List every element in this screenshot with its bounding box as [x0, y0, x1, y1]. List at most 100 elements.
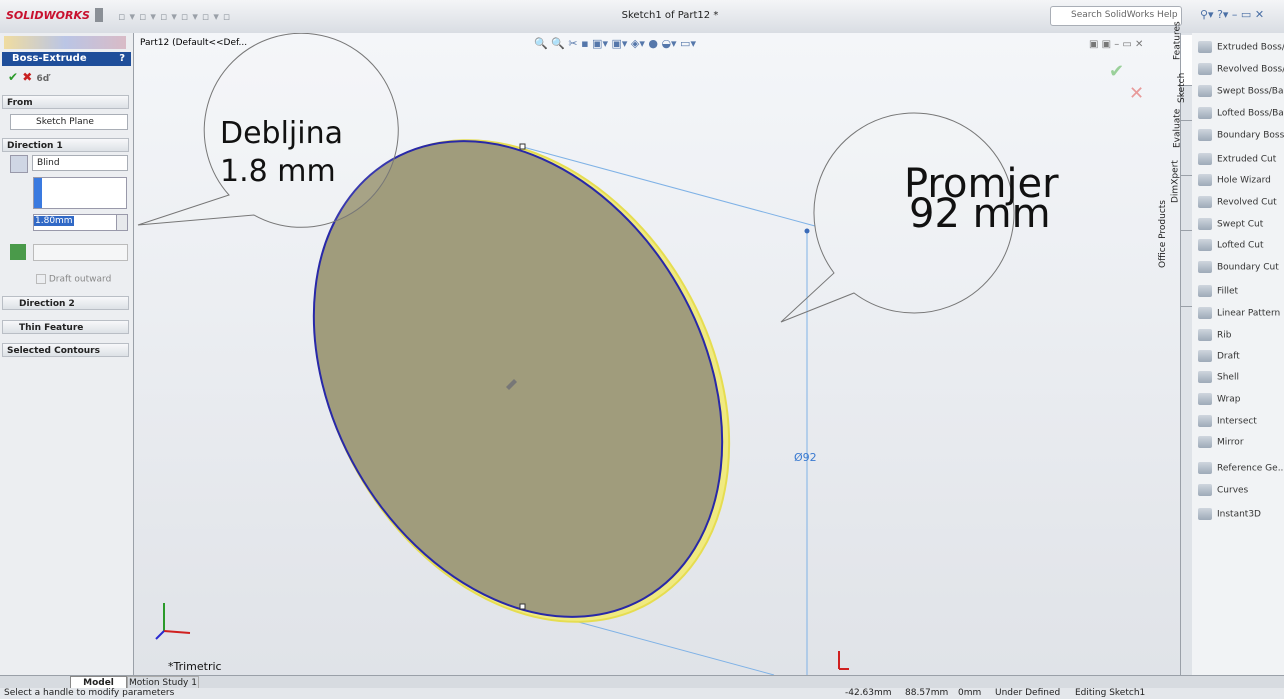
callout-text: 92 mm: [909, 191, 1051, 237]
selected-contours-section[interactable]: Selected Contours: [2, 343, 129, 357]
draft-field[interactable]: [33, 244, 128, 261]
command-button[interactable]: Wrap: [1198, 393, 1240, 405]
help-button[interactable]: ?: [119, 53, 125, 64]
command-button[interactable]: Hole Wizard: [1198, 174, 1271, 186]
command-button[interactable]: Fillet: [1198, 285, 1238, 297]
command-button[interactable]: Lofted Cut: [1198, 239, 1264, 251]
draft-toggle[interactable]: [10, 244, 26, 260]
reverse-direction[interactable]: [10, 155, 28, 173]
end-condition-dropdown[interactable]: Blind: [32, 155, 128, 171]
confirm-ok[interactable]: ✔: [1109, 61, 1124, 82]
extrude-handle[interactable]: [506, 379, 517, 390]
command-label: Intersect: [1217, 416, 1257, 427]
sketch-state: Under Defined: [995, 688, 1061, 698]
command-icon: [1198, 239, 1212, 251]
from-dropdown[interactable]: Sketch Plane: [10, 114, 128, 130]
command-icon: [1198, 371, 1212, 383]
command-button[interactable]: Instant3D: [1198, 508, 1261, 520]
task-tab[interactable]: Office Products: [1158, 200, 1193, 307]
direction1-section[interactable]: Direction 1: [2, 138, 129, 152]
command-button[interactable]: Revolved Cut: [1198, 196, 1277, 208]
menu-arrow[interactable]: [95, 8, 103, 22]
from-section[interactable]: From: [2, 95, 129, 109]
command-label: Extruded Cut: [1217, 154, 1277, 165]
command-button[interactable]: Linear Pattern: [1198, 307, 1280, 319]
task-tab-label: DimXpert: [1170, 159, 1181, 203]
command-label: Hole Wizard: [1217, 175, 1271, 186]
draft-outward-label: Draft outward: [48, 274, 112, 285]
command-label: Boundary Cut: [1217, 262, 1279, 273]
command-button[interactable]: Mirror: [1198, 436, 1244, 448]
heads-up-toolbar[interactable]: 🔍 🔍 ✂ ▪ ▣▾ ▣▾ ◈▾ ● ◒▾ ▭▾: [534, 36, 696, 50]
handle[interactable]: [519, 603, 526, 610]
command-button[interactable]: Intersect: [1198, 415, 1257, 427]
window-controls[interactable]: ⚲▾ ?▾ – ▭ ✕: [1200, 8, 1265, 21]
pm-title-text: Boss-Extrude: [12, 53, 87, 64]
quick-access-toolbar[interactable]: ▫▾▫▾▫▾▫▾▫▾▫: [118, 10, 235, 23]
manager-tabs[interactable]: [4, 36, 126, 49]
ok-cancel[interactable]: ✔ ✖ 6ď: [8, 70, 50, 84]
command-icon: [1198, 393, 1212, 405]
edit-mode: Editing Sketch1: [1075, 688, 1146, 698]
command-label: Swept Cut: [1217, 219, 1264, 230]
document-title: Sketch1 of Part12 *: [621, 10, 719, 21]
command-button[interactable]: Rib: [1198, 329, 1231, 341]
command-button[interactable]: Swept Cut: [1198, 218, 1263, 230]
command-icon: [1198, 329, 1212, 341]
status-message: Select a handle to modify parameters: [4, 688, 175, 698]
task-tab[interactable]: Sketch: [1177, 72, 1193, 121]
task-tab[interactable]: Features: [1173, 21, 1193, 86]
command-label: Swept Boss/Base: [1217, 86, 1284, 97]
task-tab[interactable]: Evaluate: [1172, 108, 1193, 176]
dim-arrow: [804, 228, 810, 234]
property-manager: Boss-Extrude ? ✔ ✖ 6ď From Sketch Plane …: [0, 33, 134, 675]
disk-face[interactable]: [231, 67, 804, 675]
task-tab[interactable]: DimXpert: [1171, 160, 1193, 231]
view-controls[interactable]: ▣ ▣ – ▭ ✕: [1089, 39, 1143, 50]
command-button[interactable]: Reference Ge...: [1198, 462, 1284, 474]
tree-root[interactable]: Part12 (Default<<Def...: [140, 38, 247, 48]
command-icon: [1198, 261, 1212, 273]
depth-field[interactable]: 1.80mm: [33, 214, 117, 231]
thin-feature-section[interactable]: Thin Feature: [2, 320, 129, 334]
command-icon: [1198, 307, 1212, 319]
coord-x: -42.63mm: [845, 688, 892, 698]
search-box[interactable]: Search SolidWorks Help: [1050, 6, 1182, 26]
command-button[interactable]: Lofted Boss/Base: [1198, 107, 1284, 119]
draft-outward[interactable]: Draft outward: [36, 274, 111, 285]
diameter-dimension[interactable]: Ø92: [794, 451, 817, 464]
axis-triad: [155, 603, 191, 640]
command-label: Lofted Boss/Base: [1217, 108, 1284, 119]
view-orientation: *Trimetric: [168, 660, 222, 673]
command-icon: [1198, 462, 1212, 474]
command-icon: [1198, 508, 1212, 520]
task-tab-label: Features: [1172, 21, 1183, 60]
direction-selection-box[interactable]: [33, 177, 127, 209]
command-icon: [1198, 285, 1212, 297]
pm-title: Boss-Extrude ?: [2, 52, 131, 66]
command-button[interactable]: Extruded Cut: [1198, 153, 1276, 165]
command-label: Lofted Cut: [1217, 240, 1264, 251]
command-button[interactable]: Revolved Boss/...: [1198, 63, 1284, 75]
command-button[interactable]: Curves: [1198, 484, 1248, 496]
command-button[interactable]: Extruded Boss/...: [1198, 41, 1284, 53]
task-tab-label: Evaluate: [1172, 108, 1183, 148]
command-button[interactable]: Swept Boss/Base: [1198, 85, 1284, 97]
command-button[interactable]: Draft: [1198, 350, 1240, 362]
command-label: Rib: [1217, 330, 1232, 341]
bottom-tabs: Model Motion Study 1: [0, 675, 1284, 690]
direction2-section[interactable]: Direction 2: [2, 296, 129, 310]
command-button[interactable]: Shell: [1198, 371, 1239, 383]
command-icon: [1198, 484, 1212, 496]
command-button[interactable]: Boundary Cut: [1198, 261, 1279, 273]
callout-text: Promjer: [904, 161, 1059, 207]
task-pane-tabs: Features Sketch Evaluate DimXpert Office Pro…: [1158, 21, 1193, 675]
command-icon: [1198, 85, 1212, 97]
command-button[interactable]: Boundary Boss/...: [1198, 129, 1284, 141]
confirm-cancel[interactable]: ✕: [1129, 83, 1144, 104]
depth-spinner[interactable]: [116, 214, 128, 231]
coord-y: 88.57mm: [905, 688, 949, 698]
command-label: Linear Pattern: [1217, 308, 1281, 319]
command-icon: [1198, 41, 1212, 53]
handle[interactable]: [519, 143, 526, 150]
